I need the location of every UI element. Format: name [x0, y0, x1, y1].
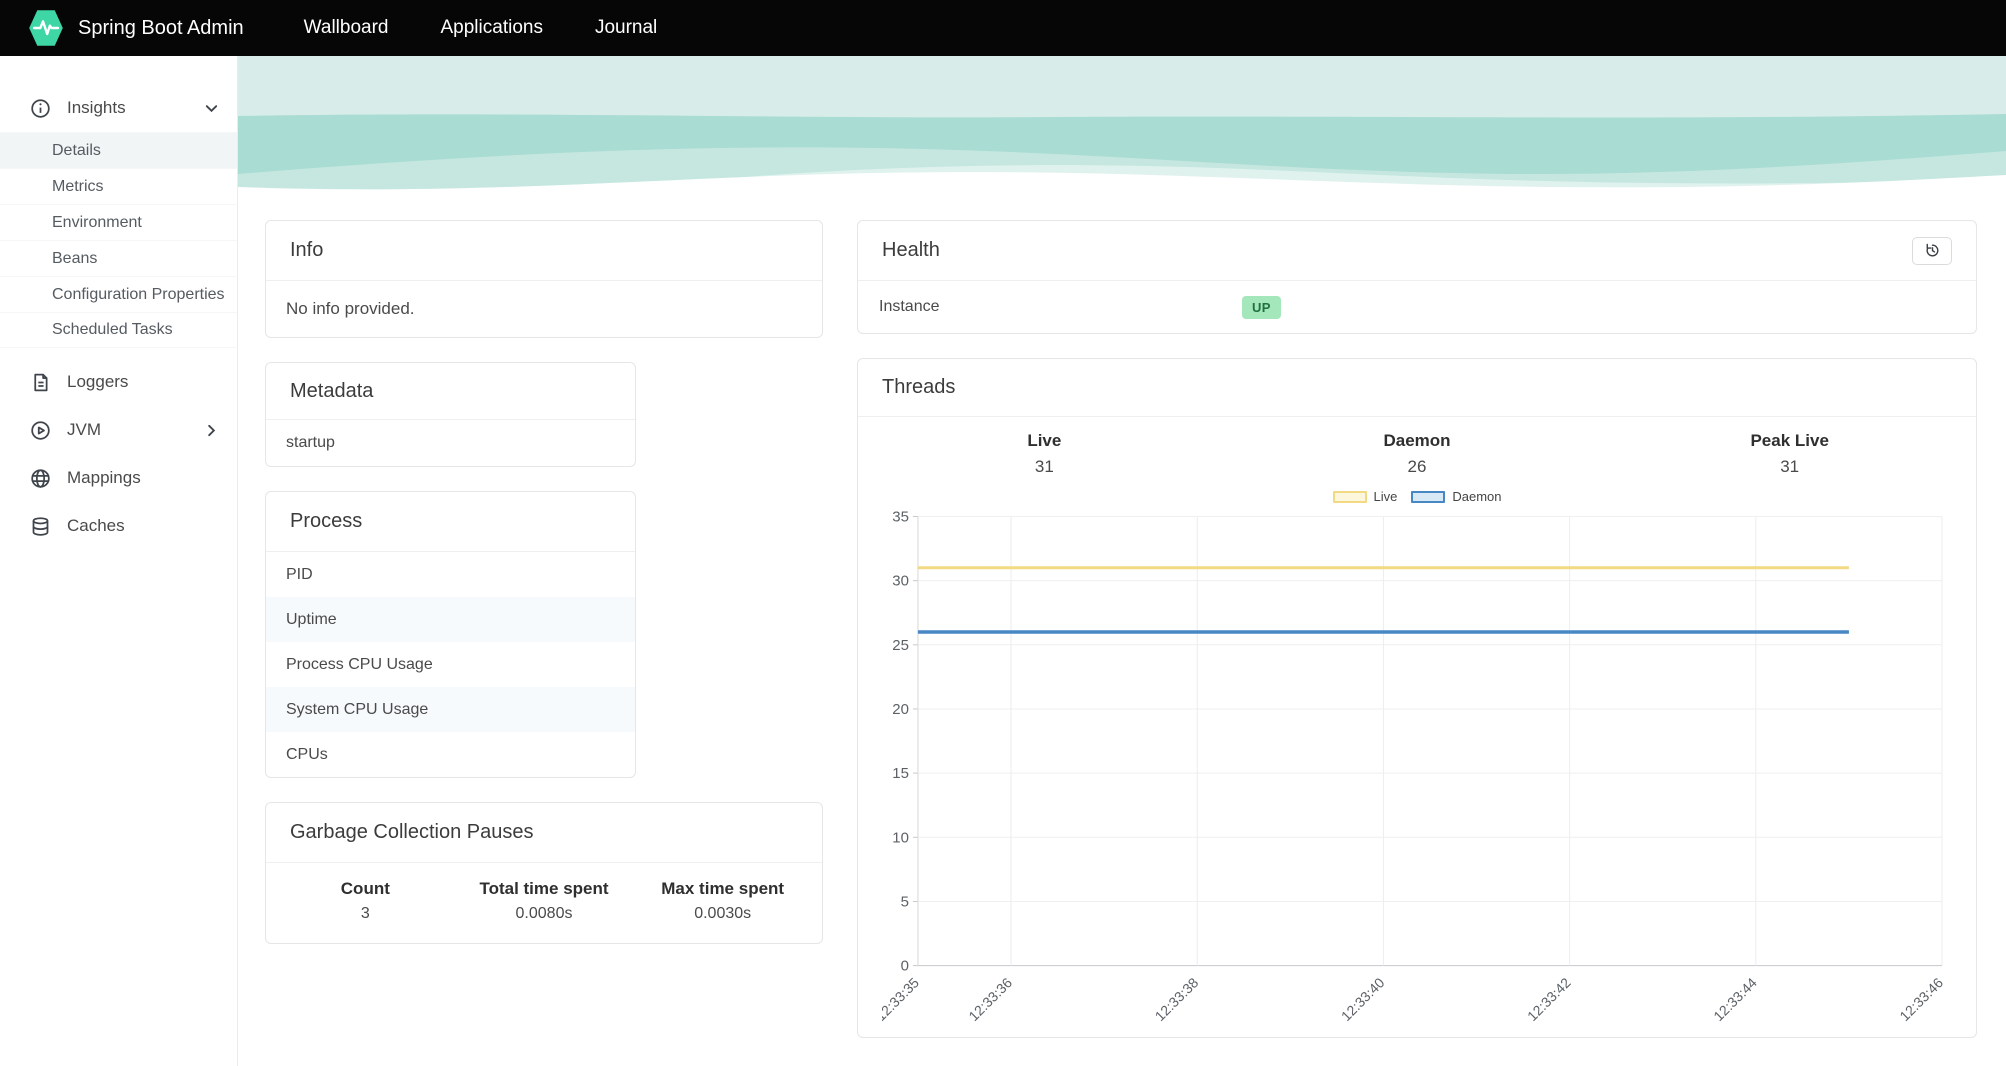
- health-card-title: Health: [882, 239, 940, 261]
- spring-boot-admin-logo-icon: [29, 10, 63, 46]
- threads-live-label: Live: [1027, 431, 1062, 450]
- gc-table: Count 3 Total time spent 0.0080s Max tim…: [266, 863, 822, 943]
- threads-card: Threads Live 31 Daemon 26 Peak Live 31: [857, 358, 1977, 1038]
- gc-column-total-time: Total time spent: [479, 879, 609, 898]
- health-instance-label: Instance: [879, 298, 940, 315]
- threads-live-value: 31: [1034, 457, 1054, 476]
- gc-value-count: 3: [360, 905, 370, 922]
- metadata-card: Metadata startup: [265, 362, 636, 467]
- sidebar-item-jvm[interactable]: JVM: [0, 406, 237, 454]
- brand[interactable]: Spring Boot Admin: [28, 8, 244, 48]
- sidebar-item-label: Mappings: [67, 468, 141, 487]
- gc-column-count: Count: [340, 879, 390, 898]
- svg-text:25: 25: [892, 637, 909, 654]
- svg-text:35: 35: [892, 508, 909, 525]
- sidebar-item-configuration-properties[interactable]: Configuration Properties: [0, 276, 237, 312]
- threads-daemon-label: Daemon: [1383, 431, 1451, 450]
- process-row-uptime: Uptime: [266, 597, 635, 642]
- sidebar-item-insights[interactable]: Insights: [0, 84, 237, 132]
- info-card: Info No info provided.: [265, 220, 823, 338]
- nav-link-applications[interactable]: Applications: [440, 17, 543, 38]
- play-circle-icon: [31, 420, 50, 440]
- threads-chart: 0 5 10 15 20 25 30 35 12:33:35 12:33:36 12:33:38 12…: [858, 506, 1976, 1037]
- threads-daemon-value: 26: [1407, 457, 1427, 476]
- sidebar-item-label: Insights: [67, 98, 126, 117]
- gc-card-title: Garbage Collection Pauses: [290, 821, 534, 843]
- info-empty-message: No info provided.: [286, 299, 415, 318]
- process-card-title: Process: [290, 510, 363, 532]
- status-badge-up: UP: [1242, 295, 1281, 319]
- chevron-down-icon: [205, 104, 218, 112]
- svg-text:15: 15: [892, 765, 909, 782]
- svg-text:0: 0: [901, 958, 909, 975]
- gc-pauses-card: Garbage Collection Pauses Count 3 Total …: [265, 802, 823, 944]
- sidebar-item-details[interactable]: Details: [0, 132, 237, 168]
- process-row-process-cpu-usage: Process CPU Usage: [286, 655, 433, 673]
- svg-text:5: 5: [901, 893, 909, 910]
- app-title: Spring Boot Admin: [78, 16, 244, 39]
- history-icon: [1925, 243, 1938, 257]
- threads-card-title: Threads: [882, 376, 956, 398]
- svg-text:12:33:35: 12:33:35: [882, 974, 922, 1022]
- sidebar-item-environment[interactable]: Environment: [0, 204, 237, 240]
- decorative-wave-header: [238, 56, 2006, 200]
- threads-peak-live-label: Peak Live: [1750, 431, 1829, 450]
- svg-text:10: 10: [892, 829, 909, 846]
- health-history-button[interactable]: [1912, 236, 1952, 265]
- process-row-cpus: CPUs: [286, 745, 328, 763]
- nav-link-journal[interactable]: Journal: [594, 17, 658, 38]
- health-card: Health Instance UP: [857, 220, 1977, 334]
- nav-link-wallboard[interactable]: Wallboard: [303, 17, 389, 38]
- legend-swatch-daemon: [1411, 490, 1446, 503]
- sidebar-item-beans[interactable]: Beans: [0, 240, 237, 276]
- top-navbar: Spring Boot Admin Wallboard Applications…: [0, 0, 2006, 56]
- svg-text:12:33:40: 12:33:40: [1338, 974, 1388, 1022]
- process-row-pid: PID: [286, 565, 313, 583]
- sidebar-item-loggers[interactable]: Loggers: [0, 358, 237, 406]
- sidebar: Insights Details Metrics Environment Bea…: [0, 56, 238, 1066]
- svg-text:12:33:46: 12:33:46: [1896, 974, 1946, 1022]
- svg-text:20: 20: [892, 701, 909, 718]
- legend-swatch-live: [1332, 490, 1367, 503]
- insights-submenu: Details Metrics Environment Beans Config…: [0, 132, 237, 348]
- gc-value-max-time: 0.0030s: [694, 905, 752, 922]
- svg-text:12:33:38: 12:33:38: [1152, 974, 1202, 1022]
- database-icon: [32, 516, 49, 536]
- chevron-right-icon: [208, 424, 216, 436]
- sidebar-item-label: Caches: [67, 516, 125, 535]
- sidebar-item-label: Loggers: [67, 372, 129, 391]
- legend-item-live: Live: [1332, 489, 1397, 504]
- info-card-title: Info: [290, 239, 324, 261]
- process-card: Process PID Uptime Process CPU Usage Sys…: [265, 491, 636, 778]
- document-icon: [34, 373, 48, 391]
- svg-text:12:33:42: 12:33:42: [1524, 974, 1574, 1022]
- metadata-row-startup: startup: [286, 434, 335, 451]
- sidebar-item-scheduled-tasks[interactable]: Scheduled Tasks: [0, 312, 237, 348]
- sidebar-item-label: JVM: [67, 420, 101, 439]
- svg-text:30: 30: [892, 573, 909, 590]
- chart-legend: Live Daemon: [858, 489, 1976, 504]
- svg-text:12:33:36: 12:33:36: [965, 974, 1015, 1022]
- sidebar-item-metrics[interactable]: Metrics: [0, 168, 237, 204]
- threads-peak-live-value: 31: [1780, 457, 1800, 476]
- health-instance-row: Instance UP: [858, 281, 1976, 333]
- sidebar-item-caches[interactable]: Caches: [0, 502, 237, 550]
- legend-item-daemon: Daemon: [1411, 489, 1502, 504]
- process-row-system-cpu-usage: System CPU Usage: [266, 687, 635, 732]
- gc-value-total-time: 0.0080s: [515, 905, 573, 922]
- info-icon: [31, 98, 50, 118]
- globe-icon: [31, 468, 50, 488]
- sidebar-item-mappings[interactable]: Mappings: [0, 454, 237, 502]
- svg-text:12:33:44: 12:33:44: [1710, 974, 1760, 1022]
- gc-column-max-time: Max time spent: [661, 879, 785, 898]
- metadata-card-title: Metadata: [290, 379, 374, 402]
- threads-stats: Live 31 Daemon 26 Peak Live 31: [858, 431, 1976, 477]
